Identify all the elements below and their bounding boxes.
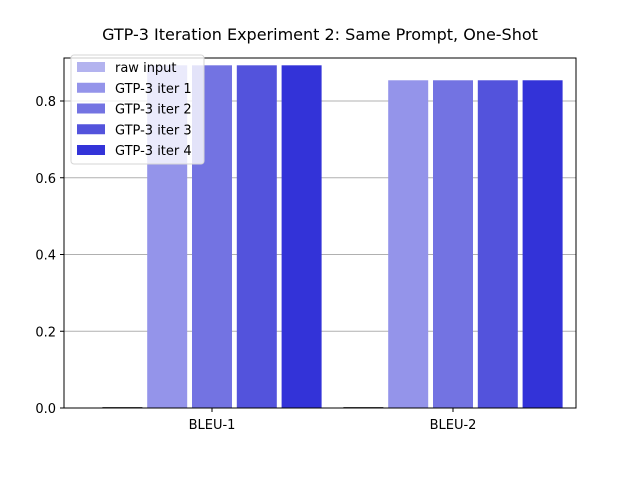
legend-label: raw input — [115, 61, 177, 76]
y-axis: 0.0 0.2 0.4 0.6 0.8 — [35, 95, 64, 417]
legend-swatch — [77, 145, 105, 155]
x-tick-label: BLEU-1 — [189, 418, 236, 433]
legend-swatch — [77, 62, 105, 72]
bar-series — [102, 65, 563, 408]
plot-frame — [63, 57, 577, 409]
bar-bleu-2-series-4 — [522, 80, 563, 408]
legend-label: GTP-3 iter 4 — [115, 144, 192, 159]
legend-swatch — [77, 82, 105, 93]
y-tick-label: 0.6 — [35, 172, 56, 187]
x-tick-label: BLEU-2 — [430, 418, 477, 433]
y-tick-label: 0.2 — [35, 325, 56, 340]
legend-box — [70, 54, 205, 165]
chart-title: GTP-3 Iteration Experiment 2: Same Promp… — [102, 25, 538, 44]
bar-bleu-1-series-3 — [236, 65, 277, 408]
legend-label: GTP-3 iter 2 — [115, 103, 192, 118]
y-tick-label: 0.8 — [35, 95, 56, 110]
legend-label: GTP-3 iter 3 — [115, 123, 192, 138]
x-axis: BLEU-1 BLEU-2 — [189, 408, 477, 433]
bar-bleu-1-series-4 — [281, 65, 322, 408]
y-tick-label: 0.0 — [35, 402, 56, 417]
legend: raw input GTP-3 iter 1 GTP-3 iter 2 GTP-3 i… — [70, 54, 205, 165]
bar-bleu-2-series-3 — [477, 80, 518, 408]
legend-swatch — [77, 124, 105, 135]
y-tick-label: 0.4 — [35, 249, 56, 264]
legend-label: GTP-3 iter 1 — [115, 82, 192, 97]
bar-bleu-2-series-1 — [388, 80, 429, 408]
legend-swatch — [77, 103, 105, 114]
bar-bleu-2-series-2 — [433, 80, 473, 408]
